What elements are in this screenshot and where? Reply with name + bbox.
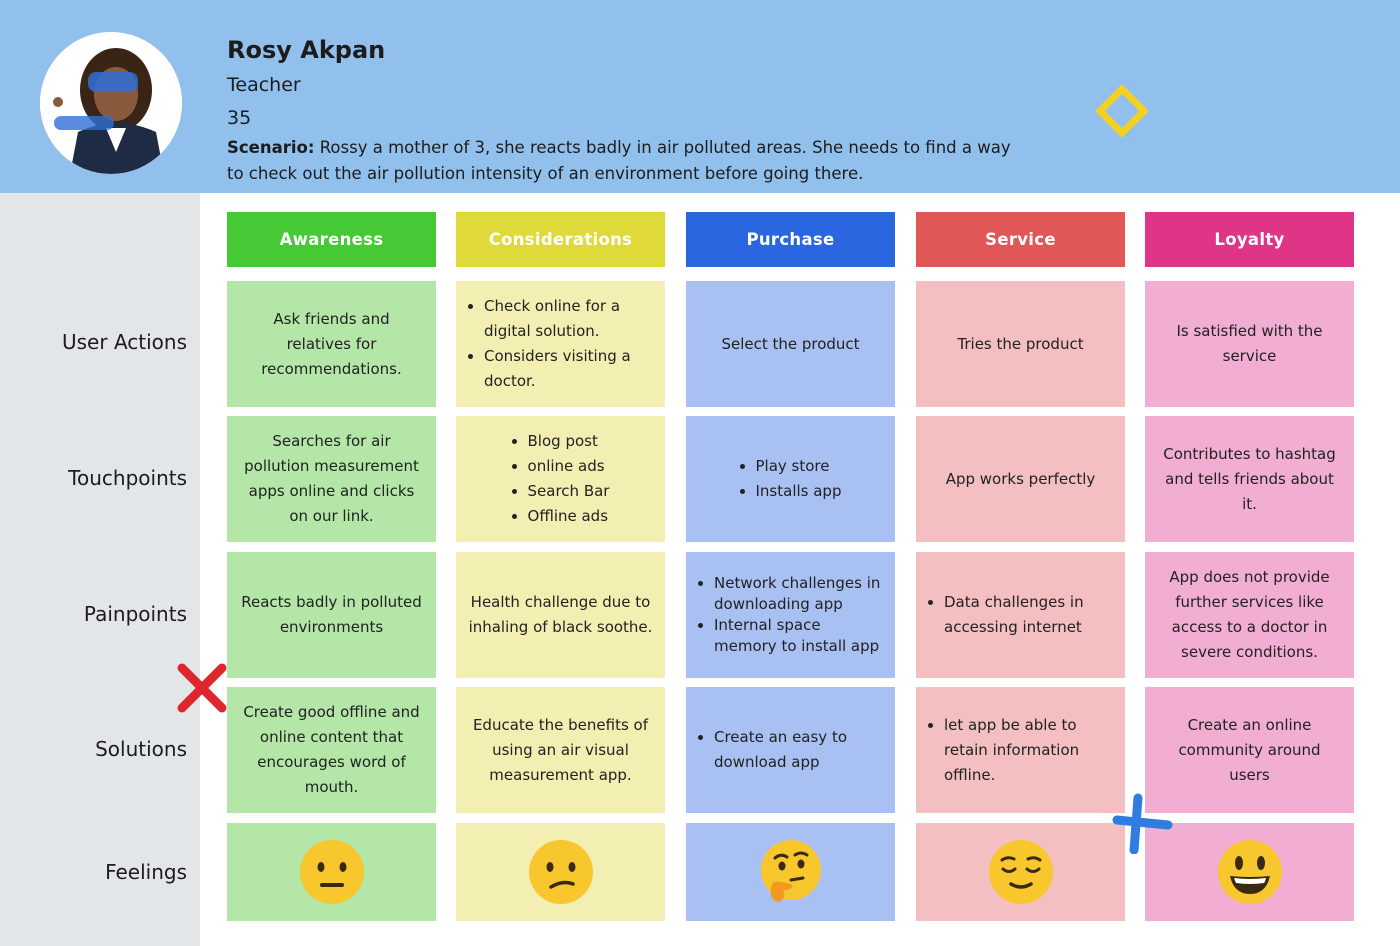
user-actions-service: Tries the product — [916, 281, 1125, 407]
touchpoints-considerations: Blog post online ads Search Bar Offline … — [456, 416, 665, 542]
list-item: Play store — [756, 454, 842, 479]
row-label-solutions: Solutions — [95, 737, 187, 761]
cell-text: Contributes to hashtag and tells friends… — [1163, 444, 1336, 513]
list-item: Create an easy to download app — [714, 725, 883, 775]
cell-text: Create an online community around users — [1178, 715, 1321, 784]
blue-cross-decoration-icon — [1112, 793, 1173, 854]
bullet-list: let app be able to retain information of… — [928, 713, 1113, 788]
red-cross-decoration-icon — [177, 663, 227, 713]
cell-text: Is satisfied with the service — [1176, 322, 1323, 365]
list-item: Considers visiting a doctor. — [484, 344, 653, 394]
solutions-considerations: Educate the benefits of using an air vis… — [456, 687, 665, 813]
scenario-label: Scenario: — [227, 138, 315, 157]
list-item: Blog post — [528, 429, 610, 454]
feelings-considerations — [456, 823, 665, 921]
avatar-photo-icon — [40, 32, 182, 174]
list-item: online ads — [528, 454, 610, 479]
user-actions-considerations: Check online for a digital solution. Con… — [456, 281, 665, 407]
bullet-list: Check online for a digital solution. Con… — [468, 294, 653, 394]
feelings-service — [916, 823, 1125, 921]
scenario-text: Rossy a mother of 3, she reacts badly in… — [227, 138, 1011, 183]
cell-text: App does not provide further services li… — [1169, 568, 1330, 661]
cell-text: Ask friends and relatives for recommenda… — [261, 309, 402, 378]
solutions-service: let app be able to retain information of… — [916, 687, 1125, 813]
list-item: let app be able to retain information of… — [944, 713, 1113, 788]
list-item: Check online for a digital solution. — [484, 294, 653, 344]
painpoints-loyalty: App does not provide further services li… — [1145, 552, 1354, 678]
confused-face-icon — [528, 840, 593, 904]
user-actions-purchase: Select the product — [686, 281, 895, 407]
list-item: Data challenges in accessing internet — [944, 590, 1113, 640]
cell-text: Searches for air pollution measurement a… — [244, 432, 419, 525]
persona-role: Teacher — [227, 74, 301, 96]
neutral-face-icon — [299, 840, 364, 904]
cell-text: Educate the benefits of using an air vis… — [472, 715, 649, 784]
cell-text: Create good offline and online content t… — [243, 703, 420, 796]
persona-header: Rosy Akpan Teacher 35 Scenario: Rossy a … — [0, 0, 1400, 193]
cell-text: Tries the product — [957, 334, 1084, 353]
diamond-decoration-icon — [1096, 85, 1148, 137]
bullet-list: Blog post online ads Search Bar Offline … — [512, 429, 610, 529]
painpoints-considerations: Health challenge due to inhaling of blac… — [456, 552, 665, 678]
stage-purchase: Purchase — [686, 212, 895, 267]
stage-considerations: Considerations — [456, 212, 665, 267]
stage-awareness: Awareness — [227, 212, 436, 267]
thinking-face-icon — [760, 840, 821, 902]
list-item: Installs app — [756, 479, 842, 504]
feelings-loyalty — [1145, 823, 1354, 921]
touchpoints-awareness: Searches for air pollution measurement a… — [227, 416, 436, 542]
user-actions-awareness: Ask friends and relatives for recommenda… — [227, 281, 436, 407]
user-actions-loyalty: Is satisfied with the service — [1145, 281, 1354, 407]
solutions-purchase: Create an easy to download app — [686, 687, 895, 813]
touchpoints-service: App works perfectly — [916, 416, 1125, 542]
bullet-list: Network challenges in downloading app In… — [698, 573, 883, 657]
cell-text: Select the product — [721, 334, 860, 353]
painpoints-purchase: Network challenges in downloading app In… — [686, 552, 895, 678]
row-label-user-actions: User Actions — [62, 330, 187, 354]
list-item: Network challenges in downloading app — [714, 573, 883, 615]
list-item: Offline ads — [528, 504, 610, 529]
painpoints-service: Data challenges in accessing internet — [916, 552, 1125, 678]
row-label-panel — [0, 193, 200, 946]
bullet-list: Play store Installs app — [740, 454, 842, 504]
bullet-list: Create an easy to download app — [698, 725, 883, 775]
persona-age: 35 — [227, 107, 252, 129]
feelings-purchase — [686, 823, 895, 921]
cell-text: App works perfectly — [945, 469, 1096, 488]
persona-avatar — [40, 32, 182, 174]
feelings-awareness — [227, 823, 436, 921]
row-label-touchpoints: Touchpoints — [68, 466, 187, 490]
stage-service: Service — [916, 212, 1125, 267]
list-item: Search Bar — [528, 479, 610, 504]
smiley-face-icon — [1217, 840, 1282, 904]
row-label-painpoints: Painpoints — [83, 602, 187, 626]
solutions-loyalty: Create an online community around users — [1145, 687, 1354, 813]
touchpoints-loyalty: Contributes to hashtag and tells friends… — [1145, 416, 1354, 542]
persona-scenario: Scenario: Rossy a mother of 3, she react… — [227, 135, 1017, 187]
relieved-face-icon — [988, 840, 1053, 904]
list-item: Internal space memory to install app — [714, 615, 883, 657]
touchpoints-purchase: Play store Installs app — [686, 416, 895, 542]
bullet-list: Data challenges in accessing internet — [928, 590, 1113, 640]
row-label-feelings: Feelings — [105, 860, 187, 884]
stage-loyalty: Loyalty — [1145, 212, 1354, 267]
painpoints-awareness: Reacts badly in polluted environments — [227, 552, 436, 678]
persona-name: Rosy Akpan — [227, 36, 386, 64]
solutions-awareness: Create good offline and online content t… — [227, 687, 436, 813]
cell-text: Health challenge due to inhaling of blac… — [468, 593, 653, 636]
cell-text: Reacts badly in polluted environments — [241, 593, 422, 636]
